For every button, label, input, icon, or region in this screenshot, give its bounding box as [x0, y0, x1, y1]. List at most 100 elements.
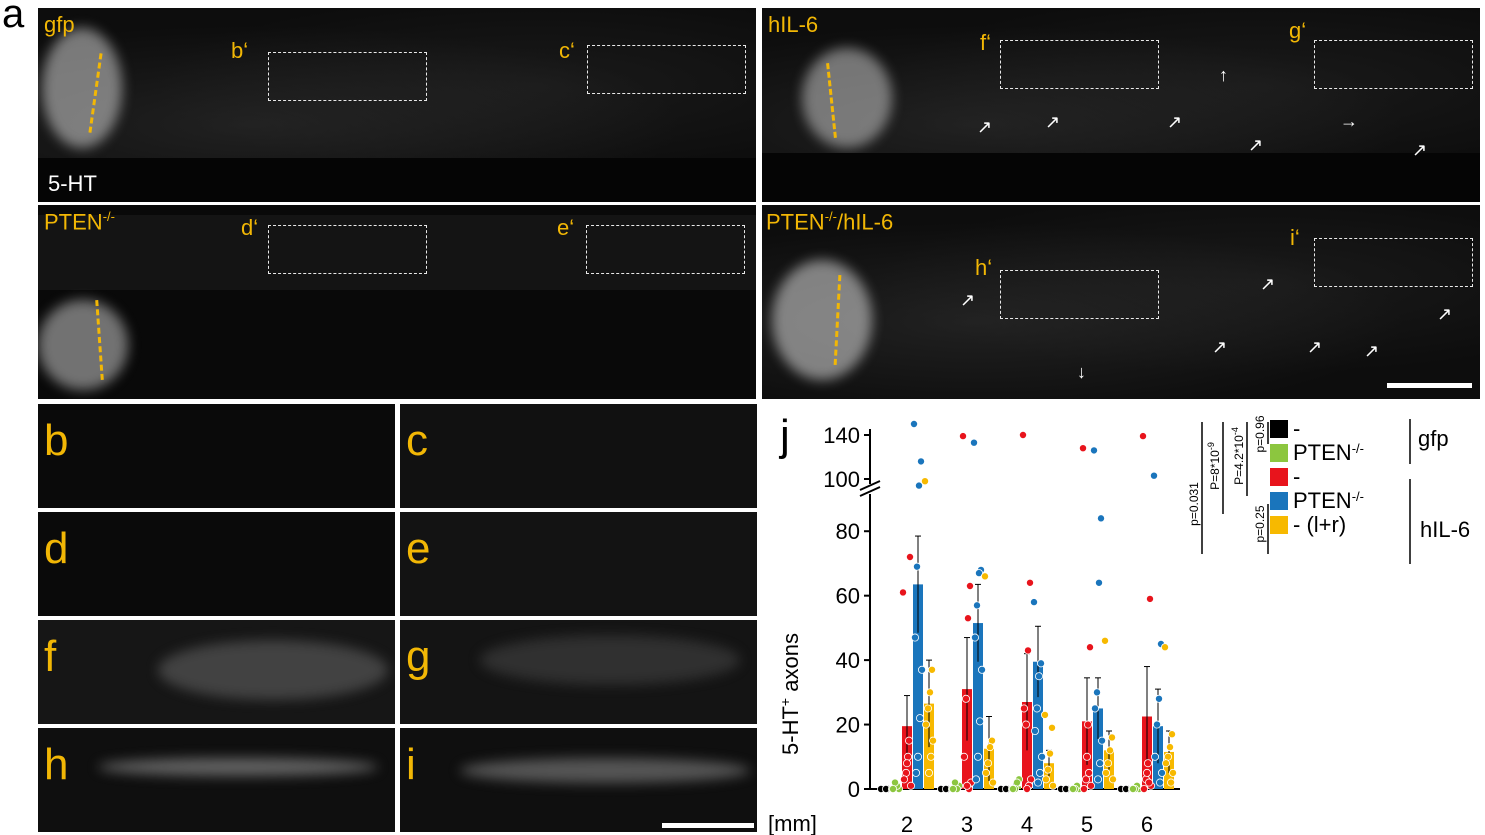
data-point	[983, 759, 992, 768]
data-point	[1045, 749, 1054, 758]
legend-group-hil6: hIL-6	[1420, 517, 1470, 542]
bar	[913, 584, 923, 789]
data-point	[1128, 784, 1137, 793]
data-point	[971, 775, 980, 784]
data-point	[898, 588, 907, 597]
zoom-panel-i: i	[400, 728, 757, 832]
legend-swatch	[1270, 492, 1288, 510]
data-point	[1082, 752, 1091, 761]
data-point	[899, 775, 908, 784]
data-point	[1084, 768, 1093, 777]
scale-bar	[662, 823, 754, 828]
legend-label: PTEN-/-	[1293, 488, 1364, 513]
micrograph-pten: PTEN-/- d‘ e‘	[38, 205, 756, 399]
data-point	[1097, 736, 1106, 745]
data-point	[1008, 784, 1017, 793]
legend-label: - (l+r)	[1293, 512, 1346, 537]
y-tick-label: 100	[823, 467, 860, 492]
data-point	[1029, 598, 1038, 607]
arrow-icon: ↗	[1167, 112, 1183, 132]
zoom-panel-g: g	[400, 620, 757, 724]
data-point	[909, 419, 918, 428]
data-point	[948, 784, 957, 793]
legend-swatch	[1270, 420, 1288, 438]
data-point	[1048, 781, 1057, 790]
data-point	[1143, 759, 1152, 768]
data-point	[985, 743, 994, 752]
data-point	[1079, 784, 1088, 793]
box-label-g: g‘	[1289, 18, 1307, 43]
arrow-icon: ↗	[1437, 304, 1453, 324]
data-point	[1149, 471, 1158, 480]
arrow-icon: ↗	[1307, 337, 1323, 357]
zoom-panel-e: e	[400, 512, 757, 616]
data-point	[1108, 775, 1117, 784]
micrograph-pten-hil6: PTEN-/-/hIL-6 h‘ i‘ ↗ ↗ ↗ ↗ ↗ ↗ ↓	[762, 205, 1480, 399]
zoom-panel-f: f	[38, 620, 395, 724]
pvalue-5: p=0.25	[1253, 505, 1267, 542]
zoom-panel-h: h	[38, 728, 395, 832]
arrow-icon: ↗	[1260, 274, 1276, 294]
data-point	[970, 633, 979, 642]
data-point	[1095, 759, 1104, 768]
data-point	[904, 736, 913, 745]
bar	[973, 623, 983, 789]
pvalue-2: P=8*10-9	[1206, 442, 1222, 490]
data-point	[911, 768, 920, 777]
data-point	[1092, 688, 1101, 697]
y-tick-label: 140	[823, 423, 860, 448]
data-point	[1035, 768, 1044, 777]
stain-label-5ht: 5-HT	[48, 171, 97, 196]
data-point	[1040, 710, 1049, 719]
panel-letter-j: j	[778, 411, 790, 460]
x-tick-label: 2	[901, 812, 913, 835]
data-point	[1089, 446, 1098, 455]
scale-bar	[1387, 383, 1472, 388]
data-point	[961, 694, 970, 703]
arrow-icon: ↗	[1364, 341, 1380, 361]
data-point	[977, 665, 986, 674]
data-point	[1047, 723, 1056, 732]
data-point	[1081, 775, 1090, 784]
axes: 0 20 40 60 80 100 140 2 3 4 5 6	[823, 423, 1180, 835]
legend-label: -	[1293, 464, 1300, 489]
pvalue-4: p=0.96	[1253, 415, 1267, 452]
data-point	[1021, 720, 1030, 729]
data-point	[1138, 432, 1147, 441]
box-label-b: b‘	[231, 38, 249, 63]
data-point	[924, 768, 933, 777]
bar	[1033, 661, 1043, 789]
arrow-icon: ↗	[1412, 140, 1428, 160]
data-point	[915, 714, 924, 723]
data-point	[1161, 759, 1170, 768]
arrow-icon: ↗	[960, 290, 976, 310]
data-point	[1145, 594, 1154, 603]
data-point	[1100, 636, 1109, 645]
x-tick-label: 4	[1021, 812, 1033, 835]
y-tick-label: 80	[836, 519, 860, 544]
y-tick-label: 0	[848, 777, 860, 802]
box-label-c: c‘	[559, 38, 575, 63]
box-label-h: h‘	[975, 255, 993, 280]
data-point	[1078, 444, 1087, 453]
data-point	[1154, 694, 1163, 703]
roi-box-c	[587, 45, 746, 94]
data-point	[1139, 784, 1148, 793]
data-point	[1022, 784, 1031, 793]
legend-swatch	[1270, 444, 1288, 462]
data-point	[963, 614, 972, 623]
data-point	[1096, 514, 1105, 523]
data-point	[1094, 578, 1103, 587]
zoom-panel-d: d	[38, 512, 395, 616]
legend-swatch	[1270, 516, 1288, 534]
zoom-panel-b: b	[38, 404, 395, 508]
data-point	[1030, 726, 1039, 735]
data-point	[1157, 768, 1166, 777]
pvalue-3: P=4.2*10-4	[1230, 427, 1246, 485]
box-label-i: i‘	[1290, 225, 1300, 250]
data-point	[888, 784, 897, 793]
label-hil6: hIL-6	[768, 12, 819, 37]
legend-label: PTEN-/-	[1293, 440, 1364, 465]
x-tick-label: 6	[1141, 812, 1153, 835]
